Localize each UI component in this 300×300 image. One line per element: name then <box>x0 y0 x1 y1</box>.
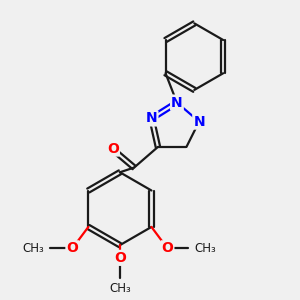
Text: O: O <box>107 142 119 155</box>
Text: CH₃: CH₃ <box>109 282 131 295</box>
Text: N: N <box>171 96 183 110</box>
Text: O: O <box>161 241 173 255</box>
Text: N: N <box>193 115 205 129</box>
Text: N: N <box>146 111 158 125</box>
Text: O: O <box>114 251 126 265</box>
Text: CH₃: CH₃ <box>22 242 44 255</box>
Text: O: O <box>66 241 78 255</box>
Text: CH₃: CH₃ <box>194 242 216 255</box>
